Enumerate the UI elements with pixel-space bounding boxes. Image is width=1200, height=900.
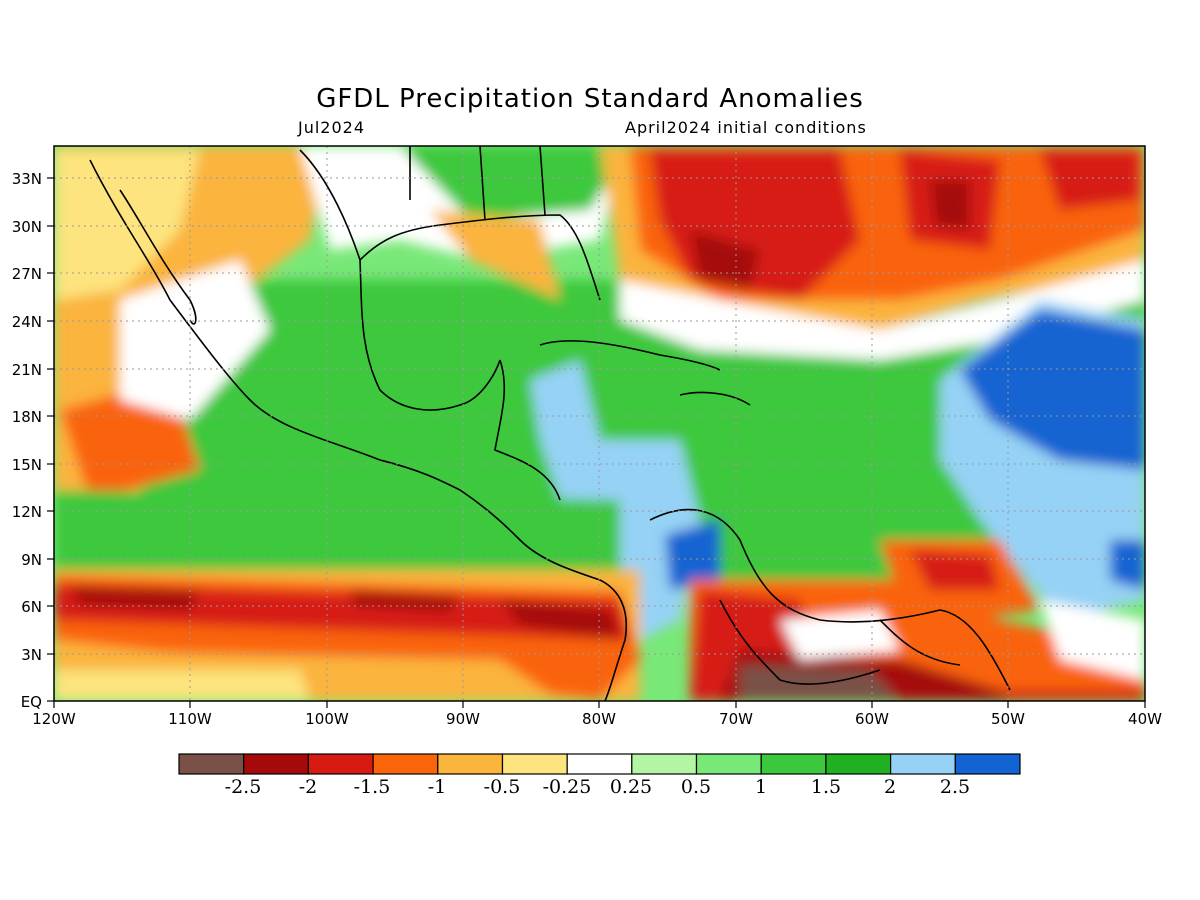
lon-tick-label: 120W [32,710,76,728]
map-title: GFDL Precipitation Standard Anomalies [316,84,864,114]
colorbar-swatch [243,753,309,775]
lon-labels: 120W 110W 100W 90W 80W 70W 60W 50W 40W [32,710,1162,728]
colorbar [178,753,1021,775]
colorbar-swatch [372,753,439,775]
colorbar-labels: -2.5 -2 -1.5 -1 -0.5 -0.25 0.25 0.5 1 1.… [225,776,970,798]
lon-tick-label: 70W [719,710,753,728]
lat-tick-label: 30N [12,218,42,236]
colorbar-label: -2 [299,776,318,798]
colorbar-swatch [178,753,245,775]
colorbar-label: -0.5 [484,776,521,798]
colorbar-label: -1.5 [354,776,391,798]
lat-tick-label: 33N [12,170,42,188]
lat-tick-label: 9N [21,551,42,569]
forecast-month: Jul2024 [298,118,366,137]
colorbar-swatch [437,753,504,775]
lon-tick-label: 80W [582,710,616,728]
lat-tick-label: 3N [21,646,42,664]
coastlines [89,146,1011,701]
colorbar-swatch [307,753,374,775]
colorbar-swatch [760,753,827,775]
colorbar-label: 1 [755,776,767,798]
lon-tick-label: 90W [446,710,480,728]
colorbar-label: 1.5 [811,776,841,798]
colorbar-label: -0.25 [543,776,592,798]
lon-tick-label: 40W [1128,710,1162,728]
colorbar-swatch [825,753,892,775]
lat-tick-label: 24N [12,313,42,331]
lat-tick-label: 15N [12,456,42,474]
lon-tick-label: 100W [305,710,349,728]
lon-tick-label: 60W [855,710,889,728]
lat-tick-label: 12N [12,503,42,521]
lon-tick-label: 110W [168,710,212,728]
colorbar-label: 2 [884,776,896,798]
colorbar-swatch [566,753,633,775]
lat-labels: EQ 3N 6N 9N 12N 15N 18N 21N 24N 27N 30N … [12,170,42,711]
colorbar-swatch [954,753,1021,775]
lat-tick-label: 6N [21,598,42,616]
gridlines [54,146,1145,701]
colorbar-swatch [695,753,762,775]
lat-tick-label: 27N [12,265,42,283]
tick-marks [47,177,1146,708]
colorbar-swatch [631,753,698,775]
colorbar-label: -2.5 [225,776,262,798]
colorbar-label: 0.5 [681,776,711,798]
lat-tick-label: 21N [12,361,42,379]
lat-tick-label: 18N [12,408,42,426]
lat-tick-label: EQ [21,693,42,711]
colorbar-label: -1 [428,776,447,798]
lon-tick-label: 50W [991,710,1025,728]
colorbar-label: 2.5 [940,776,970,798]
colorbar-swatch [889,753,956,775]
colorbar-swatch [501,753,568,775]
initial-conditions: April2024 initial conditions [625,118,867,137]
colorbar-label: 0.25 [610,776,652,798]
